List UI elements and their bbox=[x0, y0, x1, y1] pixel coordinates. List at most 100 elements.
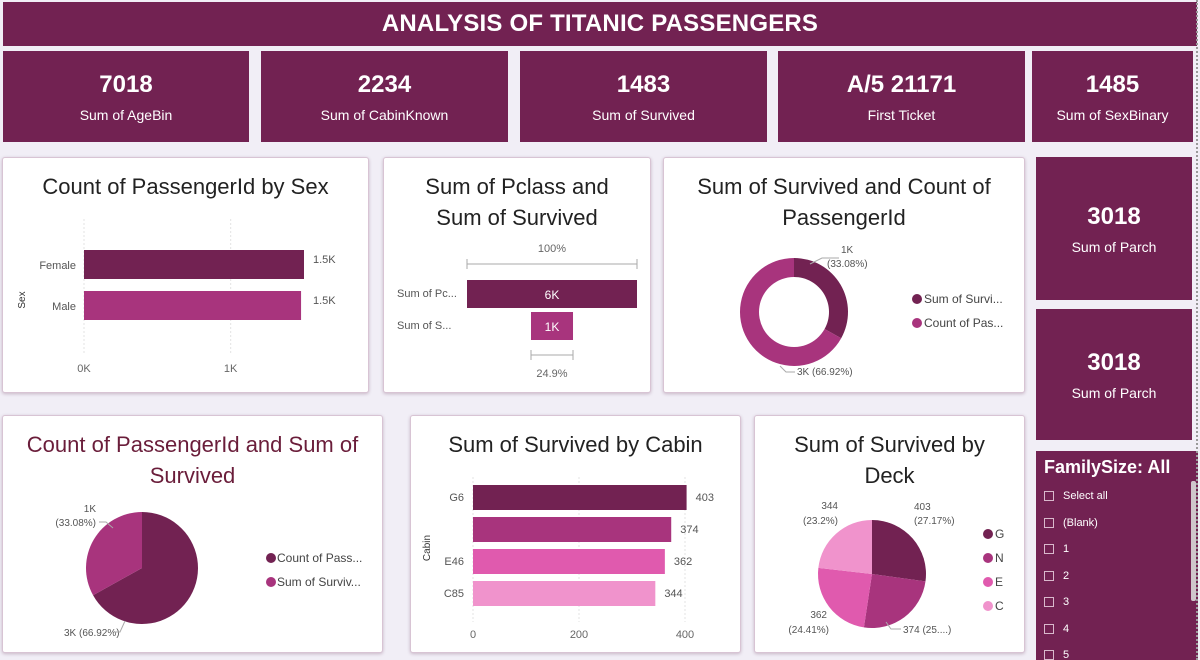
legend-marker bbox=[266, 577, 276, 587]
pie-slice bbox=[872, 520, 926, 582]
data-label: 3K (66.92%) bbox=[797, 367, 853, 378]
y-axis-label: Sex bbox=[17, 291, 28, 308]
sex-bar-chart: 0K 1K Sex Female 1.5K Male 1.5K bbox=[17, 219, 336, 375]
chart-title: Sum of Survived and Count of PassengerId bbox=[697, 174, 991, 230]
chart-title: Sum of Survived by Deck bbox=[794, 432, 985, 488]
kpi-value: 3018 bbox=[1087, 348, 1141, 376]
chart-card-count-survived-pie[interactable]: Count of PassengerId and Sum of Survived… bbox=[2, 415, 383, 653]
data-label: 1.5K bbox=[313, 295, 336, 307]
survived-donut-chart: 1K (33.08%) 3K (66.92%) Sum of Survi... Coun… bbox=[740, 245, 1003, 378]
bar bbox=[473, 581, 656, 606]
kpi-value: 1483 bbox=[616, 70, 671, 98]
slicer-item[interactable]: 3 bbox=[1036, 589, 1198, 616]
kpi-label: Sum of Parch bbox=[1071, 238, 1157, 255]
chart-title: Sum of Pclass and Sum of Survived bbox=[425, 174, 609, 230]
kpi-card-first-ticket[interactable]: A/5 21171 First Ticket bbox=[778, 51, 1025, 142]
category-label: C85 bbox=[444, 588, 464, 600]
kpi-label: Sum of Parch bbox=[1071, 384, 1157, 401]
slicer-scrollbar[interactable] bbox=[1191, 481, 1196, 601]
legend-label: C bbox=[995, 599, 1004, 613]
x-tick-label: 0K bbox=[77, 363, 91, 375]
slicer-checkbox[interactable] bbox=[1044, 544, 1054, 555]
data-label: (33.08%) bbox=[55, 518, 96, 529]
slicer-item-label: 1 bbox=[1063, 543, 1070, 556]
legend-marker bbox=[912, 318, 922, 328]
data-label: 1K bbox=[545, 320, 560, 334]
slicer-item-label: 2 bbox=[1063, 569, 1070, 582]
category-label: Male bbox=[52, 301, 76, 313]
leader-line bbox=[115, 620, 126, 633]
kpi-card-sexbinary[interactable]: 1485 Sum of SexBinary bbox=[1032, 51, 1193, 142]
slicer-item[interactable]: 4 bbox=[1036, 616, 1198, 643]
slicer-item[interactable]: Select all bbox=[1036, 483, 1198, 510]
pie-slice bbox=[85, 512, 142, 596]
slicer-item[interactable]: (Blank) bbox=[1036, 510, 1198, 537]
bar bbox=[473, 485, 687, 510]
legend-marker bbox=[912, 294, 922, 304]
chart-card-survived-by-deck[interactable]: Sum of Survived by Deck 403 (27.17%) 374 (… bbox=[754, 415, 1025, 653]
legend-marker bbox=[983, 529, 993, 539]
legend-marker bbox=[266, 553, 276, 563]
slicer-item-label: 3 bbox=[1063, 596, 1070, 609]
pclass-funnel-chart: 100% 6K Sum of Pc... 1K Sum of S... 24.9% bbox=[397, 243, 638, 380]
kpi-card-parch-2[interactable]: 3018 Sum of Parch bbox=[1036, 309, 1192, 440]
category-label: E46 bbox=[444, 556, 464, 568]
slicer-item-label: Select all bbox=[1063, 490, 1108, 503]
legend-label: Sum of Surviv... bbox=[277, 575, 361, 589]
legend-label: G bbox=[995, 527, 1004, 541]
chart-card-survived-by-cabin[interactable]: Sum of Survived by Cabin 0 200 400 Cabin G6 4… bbox=[410, 415, 741, 653]
kpi-label: Sum of AgeBin bbox=[79, 106, 173, 123]
chart-title: Sum of Survived by Cabin bbox=[448, 432, 703, 457]
slicer-item-label: 4 bbox=[1063, 622, 1070, 635]
category-label: Sum of S... bbox=[397, 320, 451, 332]
leader-line bbox=[779, 365, 795, 373]
pie-slice bbox=[93, 512, 198, 624]
kpi-card-parch-1[interactable]: 3018 Sum of Parch bbox=[1036, 157, 1192, 300]
pie-slice bbox=[818, 520, 872, 574]
data-label: (33.08%) bbox=[827, 259, 868, 270]
slicer-item[interactable]: 2 bbox=[1036, 563, 1198, 590]
slicer-item-label: (Blank) bbox=[1063, 516, 1098, 529]
chart-card-passenger-by-sex[interactable]: Count of PassengerId by Sex 0K 1K Sex Femal… bbox=[2, 157, 369, 393]
chart-card-survived-count-donut[interactable]: Sum of Survived and Count of PassengerId… bbox=[663, 157, 1025, 393]
data-label: (23.2%) bbox=[803, 516, 838, 527]
data-label: 3K (66.92%) bbox=[64, 628, 120, 639]
kpi-value: A/5 21171 bbox=[846, 70, 957, 98]
x-tick-label: 0 bbox=[470, 629, 476, 641]
slicer-item[interactable]: 5 bbox=[1036, 642, 1198, 660]
kpi-value: 7018 bbox=[99, 70, 153, 98]
slicer-checkbox[interactable] bbox=[1044, 517, 1054, 528]
pie-slice bbox=[794, 258, 848, 339]
slicer-checkbox[interactable] bbox=[1044, 491, 1054, 502]
legend-marker bbox=[983, 601, 993, 611]
x-tick-label: 400 bbox=[676, 629, 694, 641]
kpi-card-agebin[interactable]: 7018 Sum of AgeBin bbox=[3, 51, 249, 142]
legend-label: Count of Pass... bbox=[277, 551, 362, 565]
slicer-checkbox[interactable] bbox=[1044, 650, 1054, 660]
chart-title: Count of PassengerId and Sum of Survived bbox=[26, 432, 359, 488]
chart-card-pclass-survived[interactable]: Sum of Pclass and Sum of Survived 100% 6K… bbox=[383, 157, 651, 393]
data-label: 1K bbox=[841, 245, 854, 256]
kpi-card-survived[interactable]: 1483 Sum of Survived bbox=[520, 51, 767, 142]
deck-pie-chart: 403 (27.17%) 374 (25....) 362 (24.41%) 344 (23… bbox=[788, 501, 1004, 636]
funnel-top-percent: 100% bbox=[538, 243, 566, 255]
bar bbox=[473, 549, 665, 574]
familysize-slicer[interactable]: FamilySize: All Select all (Blank) 1 2 3 4 5 bbox=[1036, 451, 1198, 660]
category-label: Sum of Pc... bbox=[397, 288, 457, 300]
data-label: 374 bbox=[680, 524, 698, 536]
slicer-checkbox[interactable] bbox=[1044, 570, 1054, 581]
slicer-checkbox[interactable] bbox=[1044, 623, 1054, 634]
funnel-bottom-percent: 24.9% bbox=[536, 368, 567, 380]
legend-marker bbox=[983, 577, 993, 587]
chart-title: Count of PassengerId by Sex bbox=[42, 174, 329, 199]
leader-line bbox=[99, 521, 114, 529]
kpi-card-cabinknown[interactable]: 2234 Sum of CabinKnown bbox=[261, 51, 508, 142]
slicer-checkbox[interactable] bbox=[1044, 597, 1054, 608]
kpi-value: 2234 bbox=[357, 70, 412, 98]
kpi-value: 1485 bbox=[1085, 70, 1140, 98]
slicer-item[interactable]: 1 bbox=[1036, 536, 1198, 563]
funnel-bar bbox=[530, 312, 574, 340]
funnel-bar bbox=[467, 280, 637, 308]
data-label: 403 bbox=[696, 492, 714, 504]
x-tick-label: 1K bbox=[224, 363, 238, 375]
